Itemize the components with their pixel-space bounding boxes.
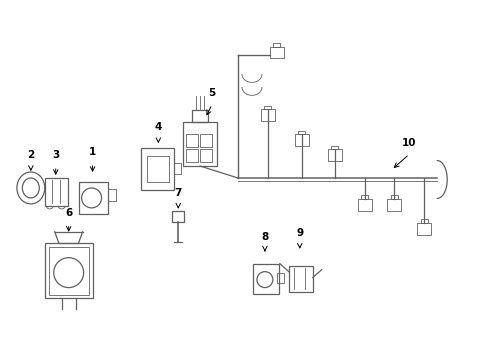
Bar xyxy=(391,195,398,199)
Bar xyxy=(298,131,305,134)
Bar xyxy=(45,178,68,206)
Bar xyxy=(192,110,208,122)
Text: 5: 5 xyxy=(209,88,216,98)
Bar xyxy=(270,46,284,58)
Bar xyxy=(265,106,271,109)
Bar xyxy=(78,182,107,214)
Text: 8: 8 xyxy=(261,232,269,242)
Text: 7: 7 xyxy=(174,188,182,198)
Bar xyxy=(147,156,169,182)
Bar xyxy=(183,122,217,166)
Bar xyxy=(49,247,89,294)
Bar xyxy=(200,149,212,162)
Bar xyxy=(273,43,280,46)
Bar xyxy=(388,199,401,211)
Bar xyxy=(142,148,174,190)
Bar xyxy=(289,266,313,292)
Bar xyxy=(186,134,198,147)
Bar xyxy=(186,149,198,162)
Bar xyxy=(45,243,93,298)
Text: 1: 1 xyxy=(89,147,96,157)
Bar xyxy=(277,273,284,283)
Bar xyxy=(328,149,342,161)
Bar xyxy=(174,163,181,174)
Text: 6: 6 xyxy=(65,208,73,218)
Bar xyxy=(421,219,428,223)
Text: 10: 10 xyxy=(402,138,416,148)
Bar xyxy=(172,211,184,222)
Text: 2: 2 xyxy=(27,150,34,160)
Bar xyxy=(331,145,338,149)
Bar xyxy=(295,134,309,146)
Bar xyxy=(107,189,117,201)
Bar xyxy=(417,223,431,235)
Bar xyxy=(361,195,368,199)
Bar xyxy=(253,264,279,293)
Text: 4: 4 xyxy=(155,122,162,132)
Bar xyxy=(358,199,371,211)
Bar xyxy=(200,134,212,147)
Text: 9: 9 xyxy=(296,228,303,238)
Bar xyxy=(261,109,275,121)
Text: 3: 3 xyxy=(52,150,59,160)
